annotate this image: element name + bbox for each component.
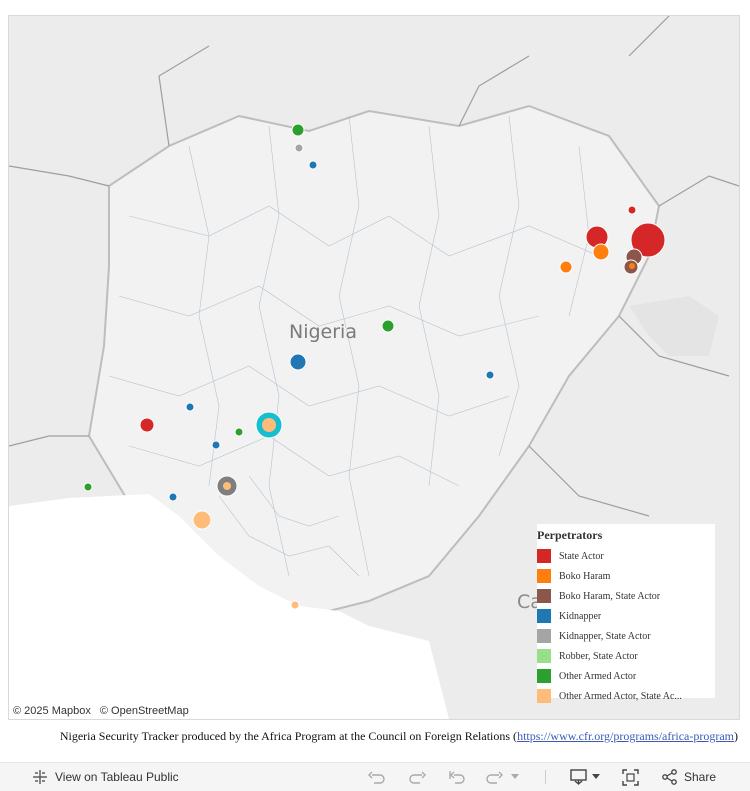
fullscreen-icon: [622, 768, 639, 786]
download-icon: [570, 769, 588, 785]
event-markers[interactable]: [83, 123, 666, 610]
refresh-button[interactable]: [485, 768, 519, 786]
legend-swatch: [537, 549, 551, 563]
legend-label: Boko Haram, State Actor: [559, 590, 661, 602]
event-marker[interactable]: [83, 482, 93, 492]
event-marker[interactable]: [630, 222, 666, 258]
caption-close: ): [734, 729, 738, 743]
event-marker[interactable]: [139, 417, 155, 433]
share-button[interactable]: Share: [662, 769, 716, 785]
legend-items: State Actor Boko Haram Boko Haram, State A…: [537, 546, 715, 706]
event-marker[interactable]: [192, 510, 212, 530]
legend-label: Robber, State Actor: [559, 650, 638, 662]
event-marker[interactable]: [291, 123, 305, 137]
country-label-nigeria: Nigeria: [289, 321, 357, 343]
mapbox-attribution[interactable]: © 2025 Mapbox: [13, 705, 91, 717]
event-marker[interactable]: [234, 427, 244, 437]
event-marker[interactable]: [485, 370, 495, 380]
revert-button[interactable]: [448, 768, 466, 786]
event-marker[interactable]: [289, 353, 307, 371]
tableau-logo-icon: [32, 769, 48, 785]
chevron-down-icon: [592, 774, 600, 780]
legend-swatch: [537, 649, 551, 663]
legend-item[interactable]: Kidnapper: [537, 606, 715, 626]
legend-swatch: [537, 669, 551, 683]
legend-item[interactable]: Other Armed Actor, State Ac...: [537, 686, 715, 706]
share-icon: [662, 769, 678, 785]
legend-label: Kidnapper: [559, 610, 602, 622]
event-marker[interactable]: [381, 319, 395, 333]
legend-item[interactable]: Kidnapper, State Actor: [537, 626, 715, 646]
legend-label: Boko Haram: [559, 570, 611, 582]
event-marker[interactable]: [592, 243, 610, 261]
caption-text: Nigeria Security Tracker produced by the…: [59, 729, 518, 743]
redo-button[interactable]: [408, 768, 426, 786]
legend-item[interactable]: State Actor: [537, 546, 715, 566]
event-marker[interactable]: [294, 143, 304, 153]
legend-swatch: [537, 629, 551, 643]
legend-swatch: [537, 569, 551, 583]
tableau-toolbar: View on Tableau Public Share: [0, 762, 750, 791]
legend-item[interactable]: Boko Haram, State Actor: [537, 586, 715, 606]
legend-swatch: [537, 589, 551, 603]
map-canvas[interactable]: Nigeria Ca: [9, 16, 739, 719]
legend-label: Other Armed Actor, State Ac...: [559, 690, 682, 702]
event-marker[interactable]: [308, 160, 318, 170]
lake-area: [629, 296, 719, 356]
view-on-tableau-button[interactable]: View on Tableau Public: [32, 769, 179, 785]
event-marker[interactable]: [223, 482, 231, 490]
revert-icon: [448, 770, 466, 784]
redo-icon: [408, 770, 426, 784]
event-marker[interactable]: [290, 600, 300, 610]
country-label-partial: Ca: [517, 591, 542, 613]
share-label: Share: [684, 770, 717, 784]
download-button[interactable]: [570, 768, 600, 786]
ocean: [9, 494, 449, 719]
toolbar-divider: [545, 770, 546, 784]
event-marker[interactable]: [211, 440, 221, 450]
undo-button[interactable]: [368, 768, 386, 786]
legend: Perpetrators State Actor Boko Haram Boko H…: [537, 524, 715, 703]
caption: Nigeria Security Tracker produced by the…: [8, 729, 738, 744]
legend-swatch: [537, 609, 551, 623]
legend-label: Other Armed Actor: [559, 670, 637, 682]
event-marker[interactable]: [185, 402, 195, 412]
map-viz[interactable]: Nigeria Ca: [8, 15, 740, 720]
osm-attribution[interactable]: © OpenStreetMap: [99, 705, 189, 717]
country-borders: [9, 16, 739, 517]
caption-link[interactable]: https://www.cfr.org/programs/africa-prog…: [517, 729, 734, 743]
event-marker[interactable]: [627, 205, 637, 215]
legend-item[interactable]: Other Armed Actor: [537, 666, 715, 686]
undo-icon: [368, 770, 386, 784]
refresh-icon: [485, 770, 503, 784]
chevron-down-icon: [511, 774, 519, 780]
legend-item[interactable]: Boko Haram: [537, 566, 715, 586]
fullscreen-button[interactable]: [622, 768, 639, 786]
event-marker[interactable]: [168, 492, 178, 502]
event-marker[interactable]: [559, 260, 573, 274]
legend-label: State Actor: [559, 550, 604, 562]
event-marker[interactable]: [262, 418, 276, 432]
legend-label: Kidnapper, State Actor: [559, 630, 651, 642]
legend-swatch: [537, 689, 551, 703]
map-attribution: © 2025 Mapbox © OpenStreetMap: [13, 705, 195, 717]
legend-title: Perpetrators: [537, 528, 603, 542]
view-on-tableau-label: View on Tableau Public: [55, 770, 179, 784]
legend-item[interactable]: Robber, State Actor: [537, 646, 715, 666]
event-marker[interactable]: [629, 263, 635, 269]
